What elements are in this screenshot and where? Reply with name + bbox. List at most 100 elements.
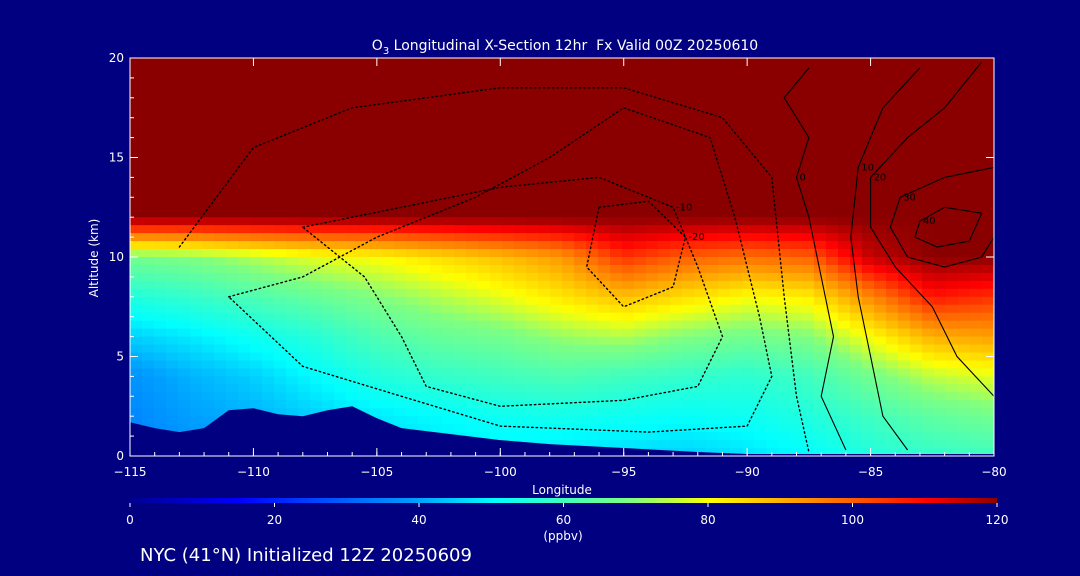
field-cell	[142, 352, 155, 362]
field-cell	[778, 360, 791, 370]
field-cell	[370, 241, 383, 250]
field-cell	[550, 129, 563, 139]
field-cell	[694, 424, 707, 433]
field-cell	[646, 113, 659, 123]
field-cell	[826, 137, 839, 147]
field-cell	[226, 241, 239, 250]
field-cell	[430, 241, 443, 250]
field-cell	[322, 177, 335, 186]
field-cell	[910, 424, 923, 433]
field-cell	[946, 169, 959, 178]
field-cell	[394, 185, 407, 194]
field-cell	[238, 81, 251, 91]
field-cell	[946, 185, 959, 194]
field-cell	[814, 209, 827, 218]
field-cell	[442, 209, 455, 218]
field-cell	[190, 424, 203, 433]
field-cell	[298, 58, 311, 67]
field-cell	[178, 65, 191, 75]
field-cell	[550, 145, 563, 155]
field-cell	[850, 249, 863, 258]
field-cell	[250, 193, 263, 202]
field-cell	[826, 392, 839, 401]
field-cell	[742, 249, 755, 258]
field-cell	[442, 225, 455, 234]
field-cell	[586, 161, 599, 171]
field-cell	[922, 288, 935, 298]
field-cell	[898, 129, 911, 139]
field-cell	[406, 249, 419, 258]
field-cell	[262, 113, 275, 123]
field-cell	[958, 249, 971, 258]
field-cell	[574, 328, 587, 338]
field-cell	[706, 249, 719, 258]
field-cell	[466, 392, 479, 401]
field-cell	[130, 320, 143, 330]
field-cell	[478, 432, 491, 441]
field-cell	[190, 376, 203, 385]
field-cell	[718, 105, 731, 115]
field-cell	[838, 352, 851, 362]
field-cell	[190, 113, 203, 123]
field-cell	[466, 424, 479, 433]
field-cell	[454, 360, 467, 370]
field-cell	[982, 73, 994, 83]
field-cell	[910, 121, 923, 131]
field-cell	[754, 376, 767, 385]
field-cell	[910, 352, 923, 362]
field-cell	[634, 440, 647, 449]
field-cell	[262, 376, 275, 385]
field-cell	[742, 105, 755, 115]
field-cell	[850, 105, 863, 115]
field-cell	[538, 89, 551, 99]
field-cell	[934, 288, 947, 298]
field-cell	[238, 241, 251, 250]
field-cell	[526, 177, 539, 186]
field-cell	[622, 264, 635, 274]
field-cell	[826, 352, 839, 362]
field-cell	[322, 169, 335, 178]
field-cell	[646, 424, 659, 433]
field-cell	[586, 121, 599, 131]
field-cell	[346, 272, 359, 282]
field-cell	[490, 264, 503, 274]
field-cell	[166, 304, 179, 314]
field-cell	[694, 113, 707, 123]
field-cell	[478, 384, 491, 393]
field-cell	[502, 153, 515, 163]
field-cell	[622, 376, 635, 385]
field-cell	[898, 368, 911, 377]
field-cell	[262, 280, 275, 290]
field-cell	[298, 312, 311, 322]
field-cell	[970, 81, 983, 91]
field-cell	[622, 368, 635, 377]
field-cell	[718, 376, 731, 385]
field-cell	[802, 440, 815, 449]
field-cell	[418, 185, 431, 194]
field-cell	[490, 249, 503, 258]
field-cell	[970, 129, 983, 139]
field-cell	[754, 400, 767, 409]
field-cell	[886, 161, 899, 171]
field-cell	[598, 249, 611, 258]
field-cell	[142, 145, 155, 155]
field-cell	[586, 320, 599, 330]
field-cell	[838, 225, 851, 234]
field-cell	[706, 97, 719, 107]
field-cell	[826, 113, 839, 123]
field-cell	[262, 185, 275, 194]
field-cell	[586, 137, 599, 147]
field-cell	[286, 257, 299, 266]
field-cell	[406, 312, 419, 322]
field-cell	[754, 352, 767, 362]
field-cell	[202, 65, 215, 75]
field-cell	[562, 137, 575, 147]
field-cell	[778, 81, 791, 91]
field-cell	[286, 193, 299, 202]
field-cell	[142, 209, 155, 218]
field-cell	[130, 280, 143, 290]
field-cell	[526, 272, 539, 282]
field-cell	[862, 360, 875, 370]
field-cell	[406, 217, 419, 226]
field-cell	[394, 201, 407, 210]
